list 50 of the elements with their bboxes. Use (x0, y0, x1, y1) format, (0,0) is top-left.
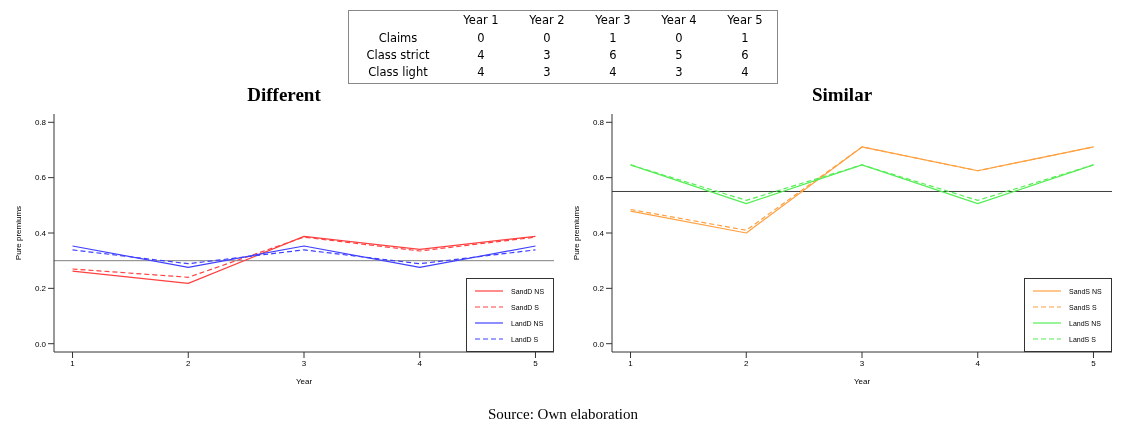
x-tick-label: 4 (975, 358, 981, 368)
y-tick-label: Claims (378, 31, 418, 45)
y-tick-label: 0.6 (592, 173, 605, 183)
y-tick-label: 0.6 (34, 173, 47, 183)
y-tick-label: 0.4 (592, 228, 605, 238)
y-tick-label: 0.8 (34, 118, 47, 128)
x-tick-label: 5 (533, 358, 539, 368)
y-tick-label: 0.4 (34, 228, 47, 238)
data-label: 3 (543, 65, 551, 79)
x-tick-label: 1 (70, 358, 76, 368)
data-label: 4 (609, 65, 617, 79)
data-label: 3 (675, 65, 683, 79)
x-tick-label: Year 5 (726, 13, 763, 27)
data-label: 6 (609, 48, 617, 62)
y-tick-label: 0.0 (34, 339, 47, 349)
data-label: 4 (477, 48, 485, 62)
x-axis-title: Year (853, 377, 871, 386)
data-label: 1 (609, 31, 617, 45)
x-tick-label: Year 2 (528, 13, 565, 27)
y-tick-label: 0.8 (592, 118, 605, 128)
x-tick-label: 3 (301, 358, 307, 368)
y-tick-label: 0.0 (592, 339, 605, 349)
y-axis-title: Pure premiums (571, 205, 581, 261)
x-tick-label: Year 4 (660, 13, 697, 27)
x-axis-title: Year (295, 377, 313, 386)
x-tick-label: Year 3 (594, 13, 631, 27)
chart-title: Different (246, 84, 322, 106)
source-note: Source: Own elaboration (487, 406, 639, 423)
x-tick-label: 1 (628, 358, 634, 368)
y-tick-label: Class strict (366, 48, 431, 62)
data-label: 4 (477, 65, 485, 79)
data-label: 5 (675, 48, 683, 62)
chart-title: Similar (810, 84, 874, 106)
y-axis-title: Pure premiums (13, 205, 23, 261)
data-label: 0 (543, 31, 551, 45)
x-tick-label: Year 1 (462, 13, 499, 27)
data-label: 0 (477, 31, 485, 45)
x-tick-label: 2 (744, 358, 750, 368)
data-label: 6 (741, 48, 749, 62)
x-tick-label: 4 (417, 358, 423, 368)
data-label: 4 (741, 65, 749, 79)
data-label: 3 (543, 48, 551, 62)
y-tick-label: Class light (368, 65, 429, 79)
x-tick-label: 5 (1091, 358, 1097, 368)
x-tick-label: 3 (859, 358, 865, 368)
data-label: 1 (741, 31, 749, 45)
y-tick-label: 0.2 (34, 284, 47, 294)
data-label: 0 (675, 31, 683, 45)
x-tick-label: 2 (186, 358, 192, 368)
y-tick-label: 0.2 (592, 284, 605, 294)
